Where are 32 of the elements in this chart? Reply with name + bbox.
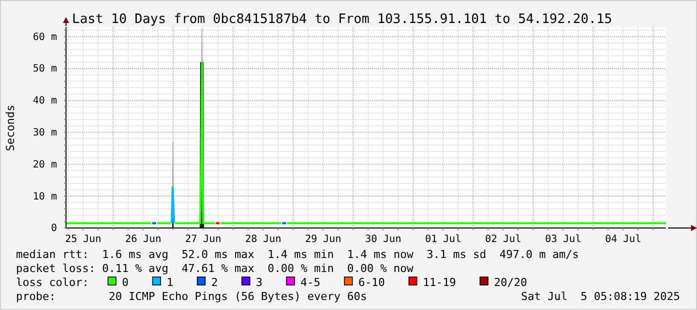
legend-title: loss color: xyxy=(16,276,89,289)
x-tick-label: 27 Jun xyxy=(185,234,222,245)
chart-title: Last 10 Days from 0bc8415187b4 to From 103.155.91.101 to 54.192.20.15 xyxy=(72,12,612,27)
x-tick-label: 03 Jul xyxy=(545,234,582,245)
legend-label: 1 xyxy=(166,276,174,289)
y-tick-label: 10 m xyxy=(32,191,57,202)
y-tick-label: 60 m xyxy=(32,32,57,43)
legend-label: 0 xyxy=(122,276,129,289)
x-tick-label: 25 Jun xyxy=(65,234,102,245)
x-tick-label: 04 Jul xyxy=(605,234,642,245)
y-tick-label: 40 m xyxy=(32,96,57,107)
x-tick-label: 30 Jun xyxy=(365,234,402,245)
x-tick-label: 02 Jul xyxy=(485,234,522,245)
y-tick-label: 30 m xyxy=(32,127,57,138)
x-tick-label: 26 Jun xyxy=(125,234,162,245)
x-tick-label: 01 Jul xyxy=(425,234,462,245)
legend-label: 4-5 xyxy=(300,276,320,289)
y-tick-label: 0 xyxy=(50,223,57,234)
x-tick-label: 28 Jun xyxy=(245,234,282,245)
text: packet loss: 0.11 % avg 47.61 % max 0.00 % min 0.00 % now xyxy=(16,262,414,275)
x-tick-label: 29 Jun xyxy=(305,234,342,245)
y-axis-title: Seconds xyxy=(4,104,17,152)
y-tick-label: 20 m xyxy=(32,159,57,170)
legend-label: 6-10 xyxy=(358,276,385,289)
legend-label: 11-19 xyxy=(422,276,456,289)
text: Sat Jul 5 05:08:19 2025 xyxy=(521,290,680,303)
text: median rtt: 1.6 ms avg 52.0 ms max 1.4 ms min 1.4 ms now 3.1 ms sd 497.0 m am/s xyxy=(16,248,579,261)
legend-label: 2 xyxy=(211,276,218,289)
legend-label: 3 xyxy=(256,276,262,289)
text: probe: 20 ICMP Echo Pings (56 Bytes) every 60s xyxy=(16,290,367,303)
y-tick-label: 50 m xyxy=(32,64,57,75)
legend-label: 20/20 xyxy=(494,276,528,289)
